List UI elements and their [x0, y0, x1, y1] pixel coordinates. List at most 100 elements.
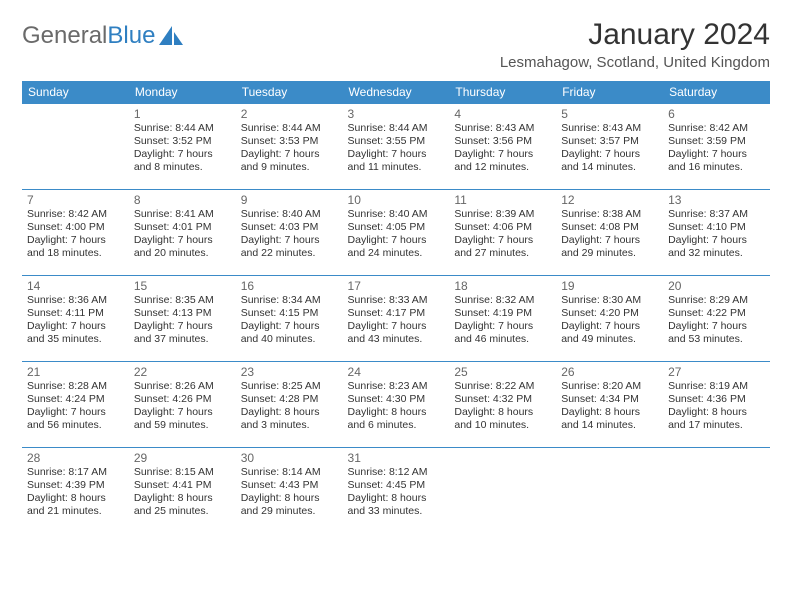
day-number: 24: [348, 365, 445, 379]
calendar-cell: 5Sunrise: 8:43 AMSunset: 3:57 PMDaylight…: [556, 104, 663, 190]
calendar-cell: 18Sunrise: 8:32 AMSunset: 4:19 PMDayligh…: [449, 276, 556, 362]
day-info: Sunrise: 8:17 AMSunset: 4:39 PMDaylight:…: [27, 466, 124, 519]
day-info: Sunrise: 8:38 AMSunset: 4:08 PMDaylight:…: [561, 208, 658, 261]
calendar-cell: 25Sunrise: 8:22 AMSunset: 4:32 PMDayligh…: [449, 362, 556, 448]
day-number: 6: [668, 107, 765, 121]
calendar-body: 1Sunrise: 8:44 AMSunset: 3:52 PMDaylight…: [22, 104, 770, 534]
calendar-cell: 30Sunrise: 8:14 AMSunset: 4:43 PMDayligh…: [236, 448, 343, 534]
day-number: 12: [561, 193, 658, 207]
calendar-row: 21Sunrise: 8:28 AMSunset: 4:24 PMDayligh…: [22, 362, 770, 448]
calendar-cell: 21Sunrise: 8:28 AMSunset: 4:24 PMDayligh…: [22, 362, 129, 448]
day-info: Sunrise: 8:30 AMSunset: 4:20 PMDaylight:…: [561, 294, 658, 347]
calendar-table: SundayMondayTuesdayWednesdayThursdayFrid…: [22, 81, 770, 534]
day-header: Saturday: [663, 81, 770, 104]
day-header: Friday: [556, 81, 663, 104]
calendar-cell: 14Sunrise: 8:36 AMSunset: 4:11 PMDayligh…: [22, 276, 129, 362]
day-info: Sunrise: 8:25 AMSunset: 4:28 PMDaylight:…: [241, 380, 338, 433]
day-info: Sunrise: 8:44 AMSunset: 3:55 PMDaylight:…: [348, 122, 445, 175]
calendar-cell: 24Sunrise: 8:23 AMSunset: 4:30 PMDayligh…: [343, 362, 450, 448]
calendar-cell: [556, 448, 663, 534]
day-number: 11: [454, 193, 551, 207]
day-number: 3: [348, 107, 445, 121]
day-number: 4: [454, 107, 551, 121]
calendar-cell: 10Sunrise: 8:40 AMSunset: 4:05 PMDayligh…: [343, 190, 450, 276]
logo-text-gray: General: [22, 22, 107, 50]
calendar-cell: 4Sunrise: 8:43 AMSunset: 3:56 PMDaylight…: [449, 104, 556, 190]
day-info: Sunrise: 8:35 AMSunset: 4:13 PMDaylight:…: [134, 294, 231, 347]
calendar-cell: 28Sunrise: 8:17 AMSunset: 4:39 PMDayligh…: [22, 448, 129, 534]
day-number: 1: [134, 107, 231, 121]
day-header: Monday: [129, 81, 236, 104]
day-info: Sunrise: 8:42 AMSunset: 3:59 PMDaylight:…: [668, 122, 765, 175]
calendar-cell: 31Sunrise: 8:12 AMSunset: 4:45 PMDayligh…: [343, 448, 450, 534]
calendar-cell: 20Sunrise: 8:29 AMSunset: 4:22 PMDayligh…: [663, 276, 770, 362]
day-info: Sunrise: 8:36 AMSunset: 4:11 PMDaylight:…: [27, 294, 124, 347]
logo-sail-icon: [159, 26, 185, 46]
day-header: Sunday: [22, 81, 129, 104]
day-number: 21: [27, 365, 124, 379]
calendar-cell: [663, 448, 770, 534]
calendar-row: 7Sunrise: 8:42 AMSunset: 4:00 PMDaylight…: [22, 190, 770, 276]
day-info: Sunrise: 8:33 AMSunset: 4:17 PMDaylight:…: [348, 294, 445, 347]
day-number: 10: [348, 193, 445, 207]
day-info: Sunrise: 8:29 AMSunset: 4:22 PMDaylight:…: [668, 294, 765, 347]
day-number: 30: [241, 451, 338, 465]
calendar-cell: 15Sunrise: 8:35 AMSunset: 4:13 PMDayligh…: [129, 276, 236, 362]
day-number: 27: [668, 365, 765, 379]
day-header: Wednesday: [343, 81, 450, 104]
day-info: Sunrise: 8:28 AMSunset: 4:24 PMDaylight:…: [27, 380, 124, 433]
day-info: Sunrise: 8:44 AMSunset: 3:53 PMDaylight:…: [241, 122, 338, 175]
day-info: Sunrise: 8:42 AMSunset: 4:00 PMDaylight:…: [27, 208, 124, 261]
day-info: Sunrise: 8:39 AMSunset: 4:06 PMDaylight:…: [454, 208, 551, 261]
calendar-cell: 2Sunrise: 8:44 AMSunset: 3:53 PMDaylight…: [236, 104, 343, 190]
day-info: Sunrise: 8:32 AMSunset: 4:19 PMDaylight:…: [454, 294, 551, 347]
calendar-cell: 17Sunrise: 8:33 AMSunset: 4:17 PMDayligh…: [343, 276, 450, 362]
day-info: Sunrise: 8:37 AMSunset: 4:10 PMDaylight:…: [668, 208, 765, 261]
day-number: 7: [27, 193, 124, 207]
calendar-cell: [22, 104, 129, 190]
day-info: Sunrise: 8:44 AMSunset: 3:52 PMDaylight:…: [134, 122, 231, 175]
calendar-cell: 13Sunrise: 8:37 AMSunset: 4:10 PMDayligh…: [663, 190, 770, 276]
day-info: Sunrise: 8:12 AMSunset: 4:45 PMDaylight:…: [348, 466, 445, 519]
day-number: 25: [454, 365, 551, 379]
calendar-row: 14Sunrise: 8:36 AMSunset: 4:11 PMDayligh…: [22, 276, 770, 362]
day-info: Sunrise: 8:23 AMSunset: 4:30 PMDaylight:…: [348, 380, 445, 433]
calendar-cell: 16Sunrise: 8:34 AMSunset: 4:15 PMDayligh…: [236, 276, 343, 362]
logo: GeneralBlue: [22, 18, 185, 50]
day-number: 8: [134, 193, 231, 207]
calendar-cell: 19Sunrise: 8:30 AMSunset: 4:20 PMDayligh…: [556, 276, 663, 362]
calendar-cell: [449, 448, 556, 534]
calendar-cell: 23Sunrise: 8:25 AMSunset: 4:28 PMDayligh…: [236, 362, 343, 448]
day-number: 28: [27, 451, 124, 465]
day-header-row: SundayMondayTuesdayWednesdayThursdayFrid…: [22, 81, 770, 104]
calendar-cell: 7Sunrise: 8:42 AMSunset: 4:00 PMDaylight…: [22, 190, 129, 276]
calendar-cell: 22Sunrise: 8:26 AMSunset: 4:26 PMDayligh…: [129, 362, 236, 448]
day-info: Sunrise: 8:22 AMSunset: 4:32 PMDaylight:…: [454, 380, 551, 433]
day-number: 17: [348, 279, 445, 293]
calendar-cell: 27Sunrise: 8:19 AMSunset: 4:36 PMDayligh…: [663, 362, 770, 448]
calendar-cell: 26Sunrise: 8:20 AMSunset: 4:34 PMDayligh…: [556, 362, 663, 448]
day-header: Tuesday: [236, 81, 343, 104]
calendar-cell: 1Sunrise: 8:44 AMSunset: 3:52 PMDaylight…: [129, 104, 236, 190]
day-info: Sunrise: 8:26 AMSunset: 4:26 PMDaylight:…: [134, 380, 231, 433]
location: Lesmahagow, Scotland, United Kingdom: [500, 54, 770, 71]
day-info: Sunrise: 8:43 AMSunset: 3:56 PMDaylight:…: [454, 122, 551, 175]
day-info: Sunrise: 8:15 AMSunset: 4:41 PMDaylight:…: [134, 466, 231, 519]
day-number: 19: [561, 279, 658, 293]
calendar-cell: 9Sunrise: 8:40 AMSunset: 4:03 PMDaylight…: [236, 190, 343, 276]
day-number: 13: [668, 193, 765, 207]
header: GeneralBlue January 2024 Lesmahagow, Sco…: [22, 18, 770, 71]
day-number: 14: [27, 279, 124, 293]
day-number: 22: [134, 365, 231, 379]
month-title: January 2024: [500, 18, 770, 52]
calendar-cell: 3Sunrise: 8:44 AMSunset: 3:55 PMDaylight…: [343, 104, 450, 190]
day-number: 31: [348, 451, 445, 465]
day-info: Sunrise: 8:20 AMSunset: 4:34 PMDaylight:…: [561, 380, 658, 433]
day-header: Thursday: [449, 81, 556, 104]
calendar-cell: 12Sunrise: 8:38 AMSunset: 4:08 PMDayligh…: [556, 190, 663, 276]
calendar-cell: 29Sunrise: 8:15 AMSunset: 4:41 PMDayligh…: [129, 448, 236, 534]
calendar-row: 28Sunrise: 8:17 AMSunset: 4:39 PMDayligh…: [22, 448, 770, 534]
day-number: 29: [134, 451, 231, 465]
day-info: Sunrise: 8:14 AMSunset: 4:43 PMDaylight:…: [241, 466, 338, 519]
day-info: Sunrise: 8:40 AMSunset: 4:05 PMDaylight:…: [348, 208, 445, 261]
